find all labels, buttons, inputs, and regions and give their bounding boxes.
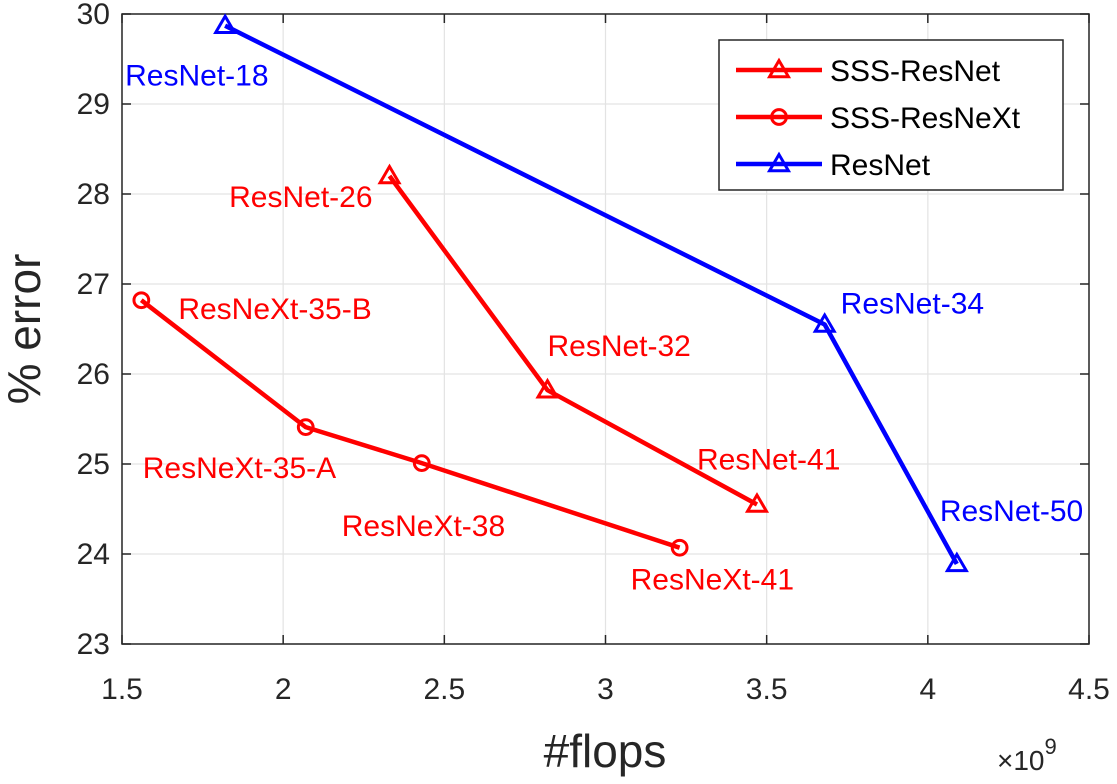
data-series <box>132 13 969 573</box>
series-sss-resnet <box>377 163 770 513</box>
sss-resnext-line <box>139 298 681 550</box>
legend-label-sss-resnet: SSS-ResNet <box>830 55 1001 88</box>
point-label-resnet-41: ResNet-41 <box>697 444 840 477</box>
sss-resnext-point <box>670 538 689 557</box>
resnet-point <box>812 312 837 333</box>
x-multiplier-base: ×10 <box>997 745 1045 776</box>
y-tick-label: 24 <box>77 538 110 571</box>
point-label-resnet-32: ResNet-32 <box>547 330 690 363</box>
y-tick-label: 26 <box>77 358 110 391</box>
legend-marker-sss-resnet <box>766 57 792 79</box>
x-tick-label: 2 <box>275 673 292 706</box>
legend: SSS-ResNet SSS-ResNeXt ResNet <box>718 39 1064 191</box>
point-label-resnext-41: ResNeXt-41 <box>631 564 794 597</box>
resnet-point <box>213 13 238 34</box>
x-multiplier-exponent: 9 <box>1045 734 1057 759</box>
sss-resnet-point <box>377 163 402 185</box>
legend-label-resnet: ResNet <box>830 149 931 182</box>
x-tick-label: 3.5 <box>746 673 788 706</box>
sss-resnext-point <box>412 454 431 472</box>
axis-ticks: 1.5 2 2.5 3 3.5 4 4.5 23 24 25 26 27 28 29 30 <box>77 0 1110 706</box>
x-axis-title: #flops <box>544 725 667 777</box>
point-label-resnet-50: ResNet-50 <box>940 495 1083 528</box>
point-label-resnet-18: ResNet-18 <box>125 60 268 93</box>
legend-marker-resnet <box>766 151 792 173</box>
y-tick-label: 30 <box>77 0 110 31</box>
point-label-resnet-26: ResNet-26 <box>229 181 372 214</box>
x-tick-label: 1.5 <box>101 673 143 706</box>
point-labels: ResNet-26 ResNet-32 ResNet-41 ResNeXt-35-B R… <box>125 60 1083 597</box>
legend-label-sss-resnext: SSS-ResNeXt <box>830 102 1021 135</box>
x-tick-label: 4 <box>919 673 936 706</box>
series-resnet <box>213 13 969 573</box>
resnet-point <box>944 551 969 573</box>
x-tick-label: 2.5 <box>423 673 465 706</box>
sss-resnet-line <box>387 174 759 507</box>
sss-resnext-point <box>132 291 151 310</box>
y-tick-label: 28 <box>77 178 110 211</box>
y-tick-label: 27 <box>77 268 110 301</box>
y-tick-label: 25 <box>77 448 110 481</box>
sss-resnet-point <box>535 377 560 399</box>
resnet-line <box>224 23 959 565</box>
sss-resnet-point <box>744 492 770 513</box>
y-axis-title: % error <box>0 254 50 405</box>
point-label-resnext-38: ResNeXt-38 <box>342 510 505 543</box>
legend-marker-sss-resnext <box>770 108 788 126</box>
x-tick-label: 3 <box>597 673 614 706</box>
x-multiplier-label: ×109 <box>997 734 1057 776</box>
point-label-resnext-35-a: ResNeXt-35-A <box>143 452 336 485</box>
series-sss-resnext <box>132 291 689 557</box>
point-label-resnext-35-b: ResNeXt-35-B <box>178 293 371 326</box>
point-label-resnet-34: ResNet-34 <box>841 288 984 321</box>
y-tick-label: 23 <box>77 628 110 661</box>
y-tick-label: 29 <box>77 88 110 121</box>
sss-resnext-point <box>296 418 315 436</box>
x-tick-label: 4.5 <box>1068 673 1110 706</box>
